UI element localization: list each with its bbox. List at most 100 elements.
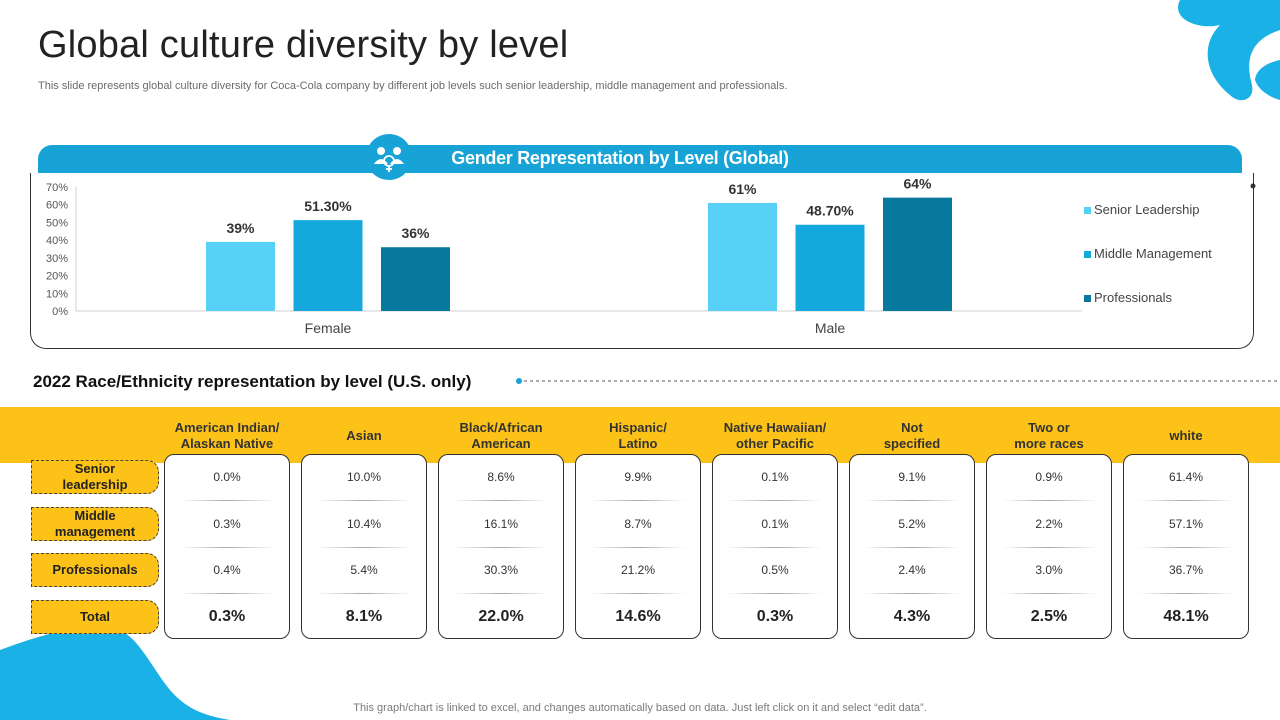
table-cell: 57.1% [1168,517,1204,531]
table-cell: 5.4% [350,563,378,577]
column-header-line: specified [883,436,941,451]
total-cell: 2.5% [1030,608,1068,625]
legend-label: Middle Management [1094,246,1212,261]
footnote: This graph/chart is linked to excel, and… [353,702,927,714]
table-cell: 9.9% [624,470,652,484]
gender-chart-banner [38,145,1242,173]
bar-senior-leadership-male [708,202,777,311]
column-header-line: Black/African [459,420,543,435]
bar-middle-management-female [293,220,363,311]
row-label: Professionals [31,553,159,587]
table-cell: 0.3% [213,517,241,531]
row-separator [1138,593,1234,594]
column-card [986,454,1112,639]
column-header-line: Two or [1028,420,1070,435]
race-section-heading: 2022 Race/Ethnicity representation by le… [33,372,472,391]
column-card [712,454,838,639]
table-cell: 10.4% [346,517,382,531]
data-label: 61% [728,181,757,197]
legend-swatch [1084,251,1091,258]
column-header-line: American [471,436,531,451]
gender-equality-icon [366,134,412,180]
data-label: 36% [401,225,430,241]
column-card [849,454,975,639]
table-cell: 16.1% [483,517,519,531]
row-separator [864,593,960,594]
row-separator [727,547,823,548]
row-separator [316,593,412,594]
decorative-swirl-top [1178,0,1280,101]
column-card [301,454,427,639]
column-header-line: American Indian/ [174,420,280,435]
row-label-line: leadership [62,477,128,492]
table-cell: 3.0% [1035,563,1063,577]
row-label-text: Middle management [55,508,135,540]
row-separator [1001,547,1097,548]
column-header-line: Not [901,420,923,435]
table-cell: 0.5% [761,563,789,577]
table-cell: 0.1% [761,517,789,531]
data-label: 48.70% [806,203,854,219]
column-header: Not specified [849,420,975,452]
row-separator [1138,500,1234,501]
data-label: 39% [226,220,255,236]
row-label: Total [31,600,159,634]
table-cell: 10.0% [346,470,382,484]
gender-bar-chart[interactable]: 0% 10% 20% 30% 40% 50% 60% 70% 39% 51.30% 36% Femal… [30,173,1270,349]
table-cell: 0.9% [1035,470,1063,484]
total-cell: 48.1% [1163,608,1209,625]
data-label: 64% [903,176,932,192]
race-heading-connector [516,378,1280,384]
y-tick-label: 0% [52,306,68,318]
table-cell: 30.3% [483,563,519,577]
table-cell: 8.6% [487,470,515,484]
row-label-line: Senior [74,461,116,476]
column-header: American Indian/Alaskan Native [164,420,290,452]
table-cell: 2.4% [898,563,926,577]
gender-chart-title-text: Gender Representation by Level (Global) [451,148,789,168]
legend-label: Senior Leadership [1094,202,1200,217]
column-header: Hispanic/Latino [575,420,701,452]
y-tick-label: 10% [46,288,68,300]
table-cell: 5.2% [898,517,926,531]
row-separator [590,500,686,501]
row-label-line: Total [79,609,111,624]
column-card [1123,454,1249,639]
table-cell: 21.2% [620,563,656,577]
row-label-line: management [54,524,136,539]
gender-chart-frame [30,173,1254,349]
table-cell: 8.7% [624,517,652,531]
total-cell: 4.3% [893,608,931,625]
bar-professionals-female [381,247,450,311]
legend-label: Professionals [1094,290,1173,305]
y-tick-label: 50% [46,217,68,229]
total-cell: 8.1% [345,608,383,625]
table-cell: 2.2% [1035,517,1063,531]
row-separator [864,500,960,501]
row-separator [316,500,412,501]
row-separator [864,547,960,548]
row-separator [179,547,275,548]
row-label-line: Middle [74,508,116,523]
row-separator [1001,593,1097,594]
bar-professionals-male [883,197,952,311]
race-header-band [0,407,1280,463]
data-label: 51.30% [304,198,352,214]
y-tick-label: 20% [46,271,68,283]
table-cell: 9.1% [898,470,926,484]
column-header-line: Alaskan Native [180,436,274,451]
table-cell: 0.1% [761,470,789,484]
column-header-line: Asian [346,428,382,443]
row-separator [590,593,686,594]
y-tick-label: 60% [46,200,68,212]
total-cell: 0.3% [756,608,794,625]
legend-swatch [1084,295,1091,302]
column-header: Two or more races [986,420,1112,452]
row-separator [453,593,549,594]
total-cell: 14.6% [615,608,661,625]
column-card [164,454,290,639]
page-subtitle: This slide represents global culture div… [38,80,788,92]
column-header-line: white [1169,428,1203,443]
row-separator [590,547,686,548]
bar-senior-leadership-female [206,241,275,311]
